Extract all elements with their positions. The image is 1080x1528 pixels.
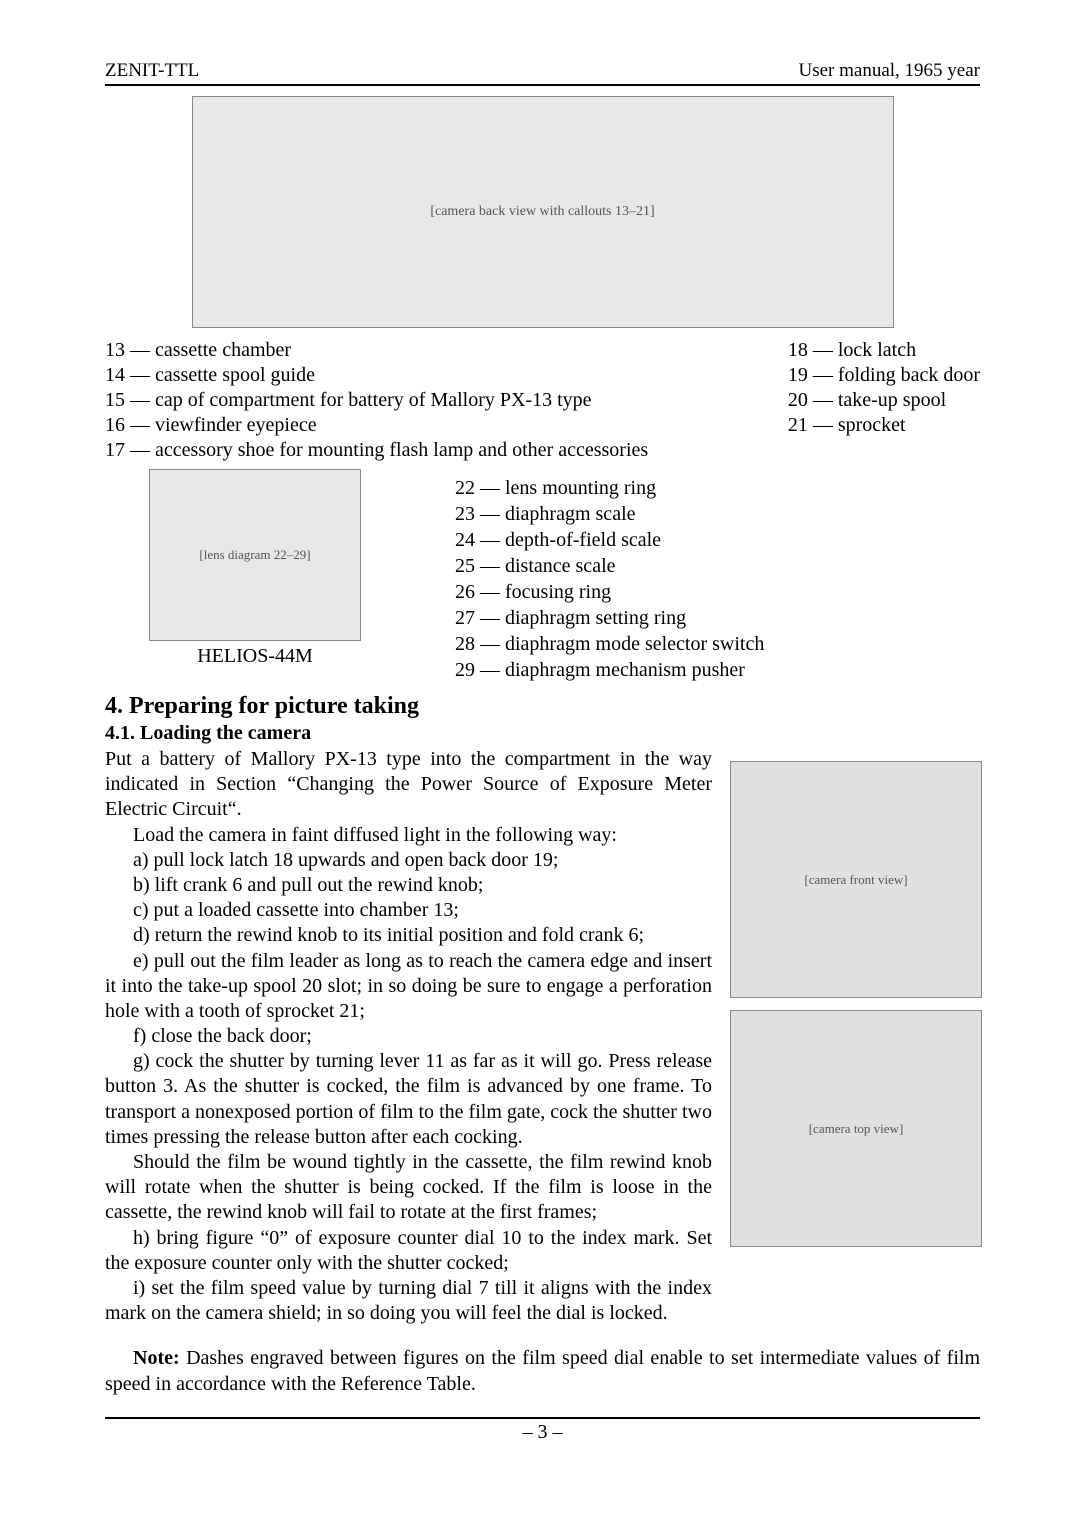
paragraph: c) put a loaded cassette into chamber 13… <box>105 898 712 923</box>
figure-camera-top: [camera top view] <box>730 1010 982 1247</box>
lens-figure-row: [lens diagram 22–29] HELIOS-44M 22 — len… <box>105 469 980 683</box>
paragraph: e) pull out the film leader as long as t… <box>105 949 712 1025</box>
figure-camera-back: [camera back view with callouts 13–21] <box>192 96 894 328</box>
footer-rule <box>105 1417 980 1419</box>
parts-list-left: 13 — cassette chamber 14 — cassette spoo… <box>105 338 648 463</box>
lens-parts-list: 22 — lens mounting ring 23 — diaphragm s… <box>455 469 764 683</box>
header-left: ZENIT-TTL <box>105 60 199 82</box>
parts-list-right: 18 — lock latch 19 — folding back door 2… <box>788 338 980 463</box>
paragraph: a) pull lock latch 18 upwards and open b… <box>105 848 712 873</box>
paragraph: i) set the film speed value by turning d… <box>105 1276 712 1326</box>
note-label: Note: <box>133 1347 180 1369</box>
note-block: Note: Dashes engraved between figures on… <box>105 1346 980 1396</box>
side-figures: [camera front view] [camera top view] <box>730 747 980 1259</box>
paragraph: b) lift crank 6 and pull out the rewind … <box>105 873 712 898</box>
paragraph: f) close the back door; <box>105 1024 712 1049</box>
lens-caption: HELIOS-44M <box>105 645 405 668</box>
paragraph: Put a battery of Mallory PX-13 type into… <box>105 747 712 823</box>
subsection-heading: 4.1. Loading the camera <box>105 722 980 745</box>
section-heading: 4. Preparing for picture taking <box>105 693 980 720</box>
lens-figure-wrap: [lens diagram 22–29] HELIOS-44M <box>105 469 405 668</box>
paragraph: d) return the rewind knob to its initial… <box>105 923 712 948</box>
parts-list-row: 13 — cassette chamber 14 — cassette spoo… <box>105 338 980 463</box>
paragraph: Should the film be wound tightly in the … <box>105 1150 712 1226</box>
page-number: – 3 – <box>105 1421 980 1444</box>
figure-placeholder-text: [camera front view] <box>804 872 907 888</box>
figure-placeholder-text: [camera back view with callouts 13–21] <box>430 204 654 220</box>
page-header: ZENIT-TTL User manual, 1965 year <box>105 60 980 86</box>
figure-lens: [lens diagram 22–29] <box>149 469 361 641</box>
figure-camera-front: [camera front view] <box>730 761 982 998</box>
paragraph: h) bring figure “0” of exposure counter … <box>105 1226 712 1276</box>
page: ZENIT-TTL User manual, 1965 year [camera… <box>0 0 1080 1474</box>
body-row: Put a battery of Mallory PX-13 type into… <box>105 747 980 1326</box>
paragraph: g) cock the shutter by turning lever 11 … <box>105 1049 712 1150</box>
paragraph: Load the camera in faint diffused light … <box>105 823 712 848</box>
header-right: User manual, 1965 year <box>799 60 981 82</box>
body-text: Put a battery of Mallory PX-13 type into… <box>105 747 712 1326</box>
figure-placeholder-text: [camera top view] <box>809 1121 904 1137</box>
note-paragraph: Note: Dashes engraved between figures on… <box>105 1346 980 1396</box>
note-text: Dashes engraved between figures on the f… <box>105 1347 980 1394</box>
figure-placeholder-text: [lens diagram 22–29] <box>199 547 310 563</box>
